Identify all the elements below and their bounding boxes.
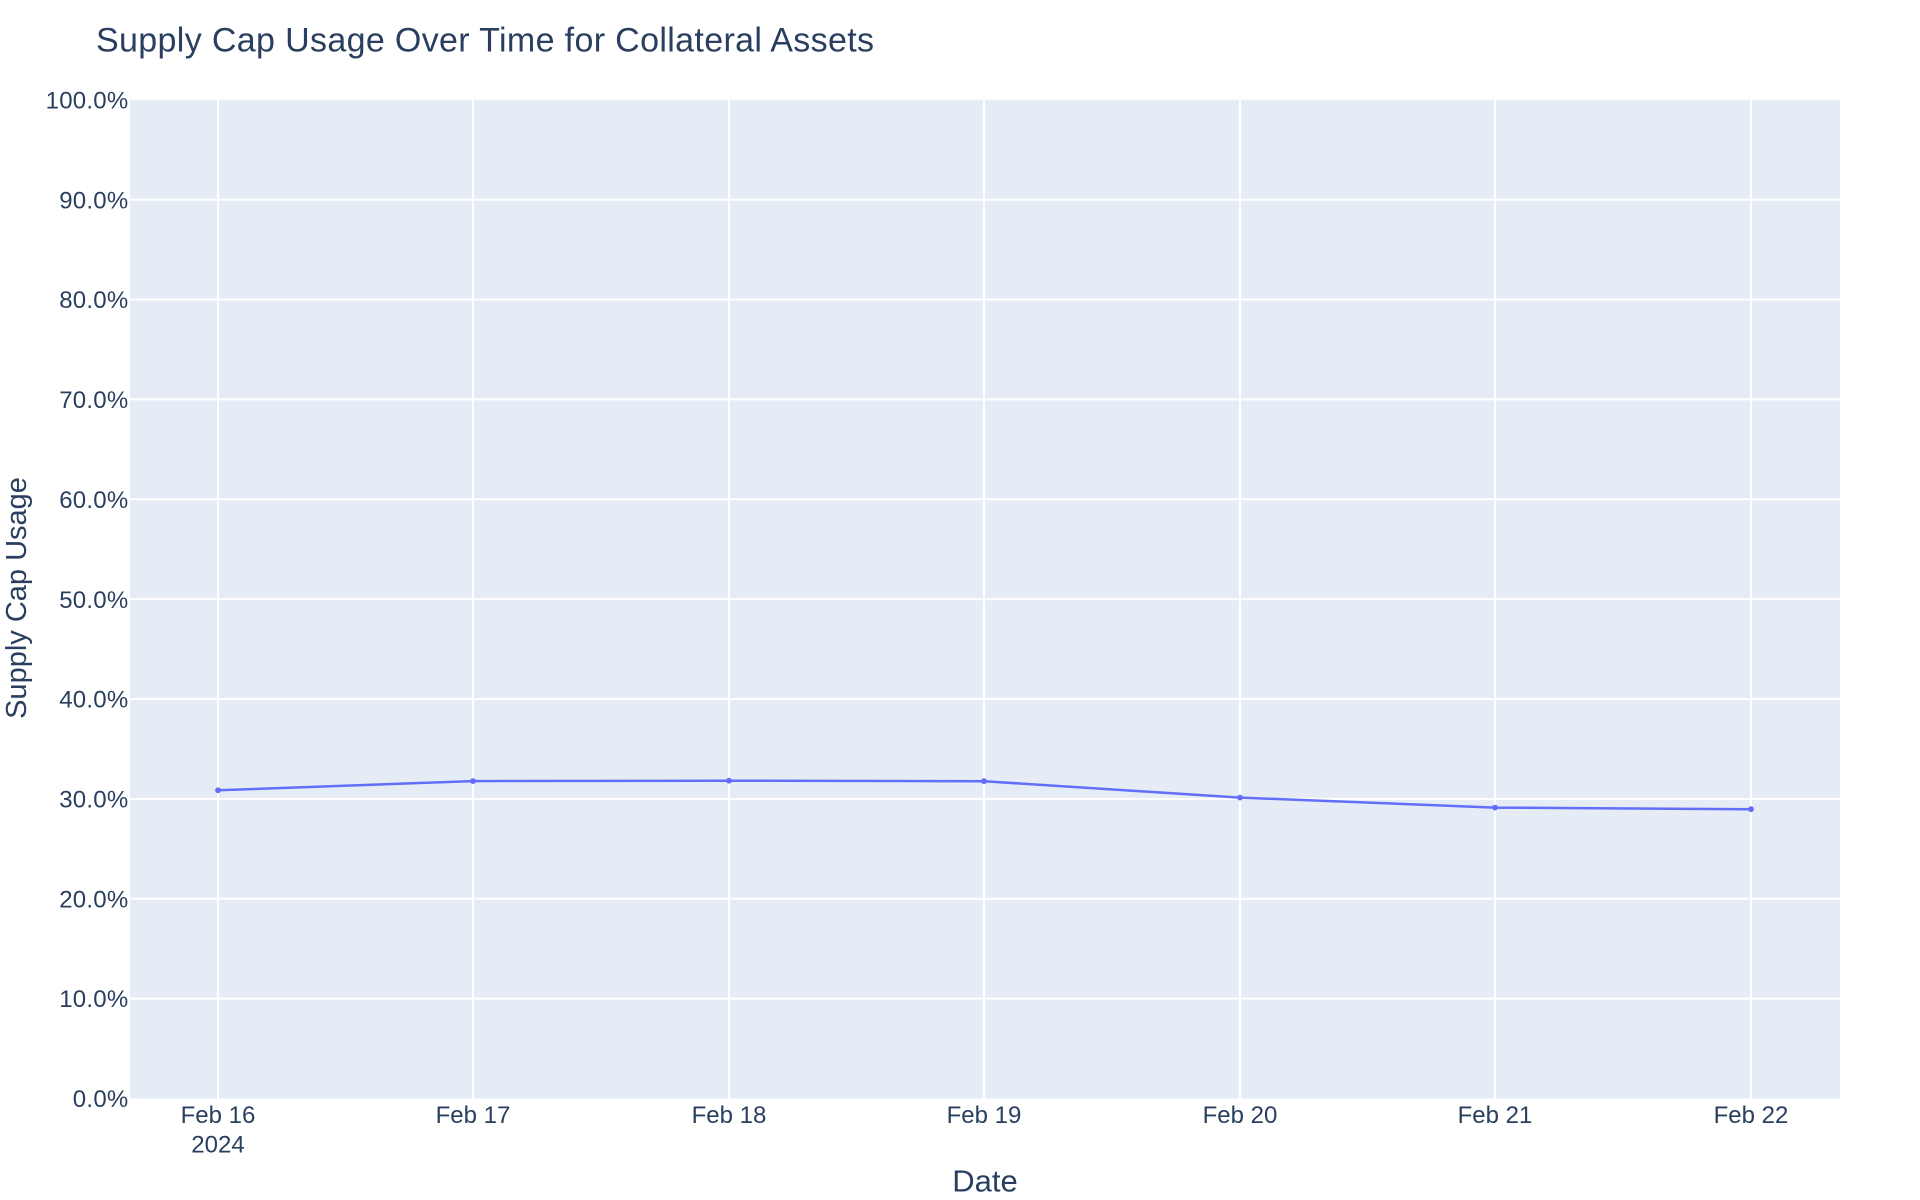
svg-text:Supply Cap Usage: Supply Cap Usage xyxy=(1,477,33,719)
svg-text:2024: 2024 xyxy=(191,1132,244,1159)
svg-text:30.0%: 30.0% xyxy=(59,787,128,814)
svg-text:10.0%: 10.0% xyxy=(59,986,128,1013)
svg-text:Date: Date xyxy=(952,1164,1017,1199)
svg-text:100.0%: 100.0% xyxy=(46,87,129,114)
svg-text:Feb 22: Feb 22 xyxy=(1714,1102,1789,1129)
svg-text:20.0%: 20.0% xyxy=(59,886,128,913)
svg-text:Feb 19: Feb 19 xyxy=(947,1102,1022,1129)
svg-text:40.0%: 40.0% xyxy=(59,687,128,714)
svg-text:Feb 16: Feb 16 xyxy=(181,1102,256,1129)
svg-text:80.0%: 80.0% xyxy=(59,287,128,314)
svg-text:70.0%: 70.0% xyxy=(59,387,128,414)
svg-text:Feb 20: Feb 20 xyxy=(1203,1102,1278,1129)
svg-text:Feb 18: Feb 18 xyxy=(692,1102,767,1129)
svg-text:Supply Cap Usage Over Time for: Supply Cap Usage Over Time for Collatera… xyxy=(96,22,874,60)
svg-text:Feb 21: Feb 21 xyxy=(1458,1102,1533,1129)
svg-text:Feb 17: Feb 17 xyxy=(436,1102,511,1129)
svg-text:90.0%: 90.0% xyxy=(59,187,128,214)
svg-text:60.0%: 60.0% xyxy=(59,487,128,514)
svg-text:0.0%: 0.0% xyxy=(73,1086,129,1113)
svg-text:50.0%: 50.0% xyxy=(59,587,128,614)
